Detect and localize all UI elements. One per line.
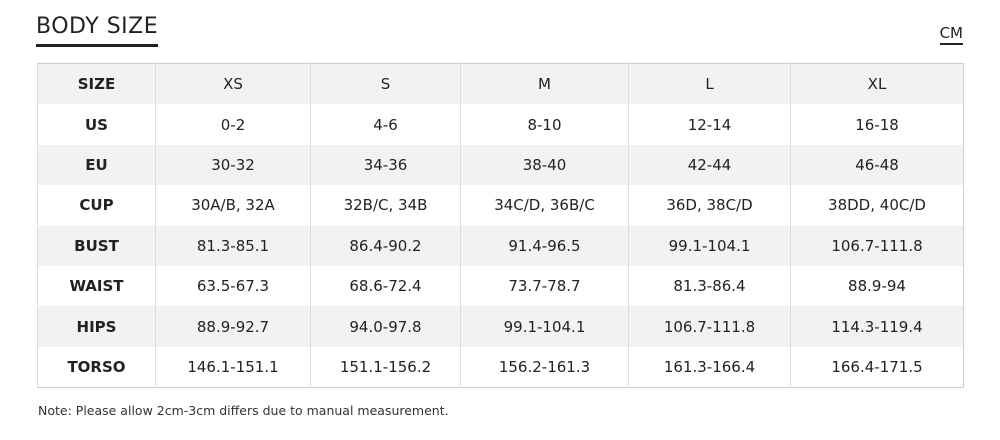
table-row: CUP 30A/B, 32A 32B/C, 34B 34C/D, 36B/C 36D, … <box>37 185 964 226</box>
table-cell: 73.7-78.7 <box>460 265 629 307</box>
table-cell: 12-14 <box>628 104 791 145</box>
table-cell: 106.7-111.8 <box>628 306 791 347</box>
table-cell: 146.1-151.1 <box>155 346 311 388</box>
table-cell: 99.1-104.1 <box>460 306 629 347</box>
table-cell: 38DD, 40C/D <box>790 185 964 226</box>
table-cell: EU <box>37 144 156 186</box>
table-row: SIZE XS S M L XL <box>37 63 964 105</box>
table-cell: HIPS <box>37 306 156 347</box>
table-cell: 166.4-171.5 <box>790 346 964 388</box>
table-cell: 8-10 <box>460 104 629 145</box>
table-cell: 4-6 <box>310 104 461 145</box>
table-cell: 81.3-86.4 <box>628 265 791 307</box>
table-cell: US <box>37 104 156 145</box>
table-cell: 34C/D, 36B/C <box>460 185 629 226</box>
table-cell: SIZE <box>37 63 156 105</box>
table-cell: TORSO <box>37 346 156 388</box>
table-cell: 156.2-161.3 <box>460 346 629 388</box>
table-cell: 86.4-90.2 <box>310 225 461 266</box>
table-cell: 81.3-85.1 <box>155 225 311 266</box>
table-cell: 106.7-111.8 <box>790 225 964 266</box>
table-cell: 32B/C, 34B <box>310 185 461 226</box>
table-cell: 34-36 <box>310 144 461 186</box>
table-cell: 68.6-72.4 <box>310 265 461 307</box>
table-cell: WAIST <box>37 265 156 307</box>
table-cell: S <box>310 63 461 105</box>
table-cell: 16-18 <box>790 104 964 145</box>
title: BODY SIZE <box>36 14 159 47</box>
table-cell: 36D, 38C/D <box>628 185 791 226</box>
table-row: BUST 81.3-85.1 86.4-90.2 91.4-96.5 99.1-104.… <box>37 225 964 266</box>
table-cell: XS <box>155 63 311 105</box>
table-cell: XL <box>790 63 964 105</box>
table-cell: CUP <box>37 185 156 226</box>
table-row: WAIST 63.5-67.3 68.6-72.4 73.7-78.7 81.3-86.… <box>37 265 964 307</box>
table-cell: 94.0-97.8 <box>310 306 461 347</box>
note: Note: Please allow 2cm-3cm differs due t… <box>38 403 449 418</box>
table-cell: 88.9-94 <box>790 265 964 307</box>
table-row: HIPS 88.9-92.7 94.0-97.8 99.1-104.1 106.7-11… <box>37 306 964 347</box>
size-table: SIZE XS S M L XL US 0-2 4-6 8-10 12-14 16-18 EU 30-32… <box>37 63 964 389</box>
table-cell: 63.5-67.3 <box>155 265 311 307</box>
table-cell: 42-44 <box>628 144 791 186</box>
table-row: US 0-2 4-6 8-10 12-14 16-18 <box>37 104 964 145</box>
table-cell: 38-40 <box>460 144 629 186</box>
table-cell: 30-32 <box>155 144 311 186</box>
table-cell: 46-48 <box>790 144 964 186</box>
unit-toggle[interactable]: CM <box>939 24 963 45</box>
table-cell: 161.3-166.4 <box>628 346 791 388</box>
table-cell: M <box>460 63 629 105</box>
table-cell: 99.1-104.1 <box>628 225 791 266</box>
table-cell: L <box>628 63 791 105</box>
table-cell: 91.4-96.5 <box>460 225 629 266</box>
table-cell: 0-2 <box>155 104 311 145</box>
table-row: TORSO 146.1-151.1 151.1-156.2 156.2-161.3 16… <box>37 346 964 388</box>
table-row: EU 30-32 34-36 38-40 42-44 46-48 <box>37 144 964 186</box>
table-cell: 88.9-92.7 <box>155 306 311 347</box>
table-cell: 30A/B, 32A <box>155 185 311 226</box>
table-cell: BUST <box>37 225 156 266</box>
table-cell: 114.3-119.4 <box>790 306 964 347</box>
table-cell: 151.1-156.2 <box>310 346 461 388</box>
